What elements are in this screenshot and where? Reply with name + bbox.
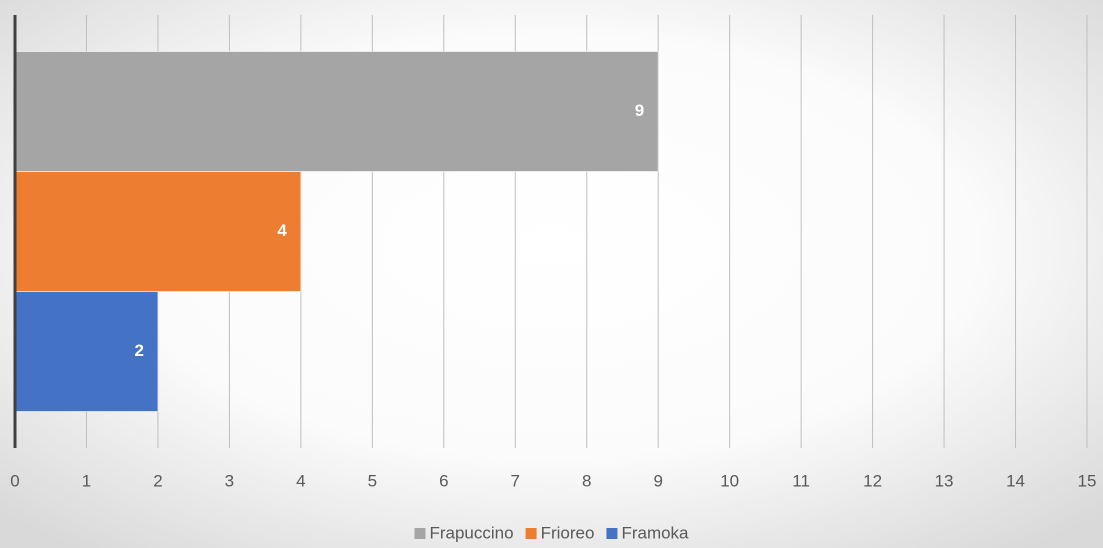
x-tick-label: 4 [296,471,305,490]
x-tick-label: 11 [792,471,810,490]
bar [14,51,659,172]
x-tick-label: 2 [153,471,162,490]
x-tick-label: 3 [225,471,234,490]
legend-label: Frioreo [541,523,595,542]
x-tick-label: 13 [935,471,954,490]
x-tick-label: 15 [1078,471,1097,490]
bar [14,171,302,292]
data-label: 9 [635,101,644,120]
x-tick-label: 5 [368,471,377,490]
bar [14,291,159,412]
legend-swatch [414,528,426,539]
data-label: 4 [277,221,287,240]
x-tick-label: 7 [511,471,520,490]
x-tick-label: 8 [582,471,591,490]
legend-swatch [525,528,537,539]
data-label: 2 [134,341,143,360]
legend-label: Frapuccino [429,523,513,542]
x-tick-label: 12 [863,471,882,490]
x-tick-label: 9 [653,471,662,490]
legend-label: Framoka [621,523,689,542]
x-tick-label: 14 [1006,471,1025,490]
legend-swatch [606,528,618,539]
x-tick-label: 10 [720,471,739,490]
x-tick-label: 6 [439,471,448,490]
x-tick-label: 0 [10,471,19,490]
x-tick-label: 1 [82,471,91,490]
